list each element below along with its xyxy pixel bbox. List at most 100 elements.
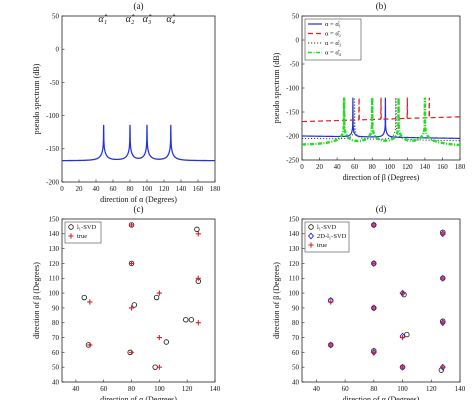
x-tick-label: 120 xyxy=(182,385,193,393)
marker-plus xyxy=(371,260,377,267)
marker-diamond xyxy=(370,304,377,312)
x-tick-label: 60 xyxy=(351,163,359,171)
x-tick-label: 40 xyxy=(334,163,342,171)
panel-title: (b) xyxy=(376,1,387,11)
marker-plus xyxy=(87,299,93,305)
y-tick-label: 130 xyxy=(289,245,300,253)
marker-circle xyxy=(183,317,189,323)
y-tick-label: 40 xyxy=(292,378,300,386)
y-axis-label: pseudo spectrum (dB) xyxy=(32,63,41,134)
y-tick-label: 140 xyxy=(289,230,300,238)
legend-label: 2D-l₁-SVD xyxy=(317,233,347,240)
y-tick-label: -150 xyxy=(286,108,299,116)
x-tick-label: 20 xyxy=(76,185,84,193)
x-axis-label: direction of α (Degrees) xyxy=(100,195,177,204)
legend-marker xyxy=(308,232,314,240)
y-tick-label: -100 xyxy=(46,112,59,120)
panel-b: (b) 0 20 40 60 80 100 120 140 160 180 50 0 -50 -100 -15… xyxy=(272,1,466,182)
y-tick-label: 60 xyxy=(52,349,60,357)
y-tick-label: 150 xyxy=(289,215,300,223)
series-line-2 xyxy=(302,97,460,123)
marker-plus xyxy=(399,334,406,341)
y-axis-label: direction of β (Degrees) xyxy=(272,262,281,339)
legend-label: α = α̂₁ xyxy=(325,21,341,28)
marker-diamond xyxy=(439,274,446,282)
legend: l₁-SVD 2D-l₁-SVD true xyxy=(304,221,350,253)
legend-label: true xyxy=(317,242,327,249)
x-tick-label: 60 xyxy=(100,385,108,393)
marker-circle xyxy=(194,226,200,233)
marker-diamond xyxy=(439,319,446,327)
y-tick-label: 50 xyxy=(292,364,300,372)
x-axis-label: direction of α (Degrees) xyxy=(343,395,420,400)
x-tick-label: 140 xyxy=(455,385,466,393)
y-tick-label: -250 xyxy=(286,156,299,164)
marker-plus xyxy=(128,305,135,311)
marker-circle xyxy=(188,317,195,323)
marker-plus xyxy=(87,342,93,348)
legend-label: α = α̂₃ xyxy=(325,40,341,47)
x-tick-label: 100 xyxy=(397,385,408,393)
peak-annotation: α̂₃ xyxy=(143,14,152,25)
x-axis-label: direction of α (Degrees) xyxy=(100,395,177,400)
marker-plus xyxy=(156,334,162,341)
y-tick-label: -100 xyxy=(286,84,299,92)
x-tick-label: 140 xyxy=(176,185,187,193)
series-line-4 xyxy=(302,97,460,147)
marker-circle xyxy=(81,294,87,301)
y-tick-label: 110 xyxy=(289,275,300,283)
x-tick-label: 100 xyxy=(385,163,396,171)
x-tick-label: 140 xyxy=(420,163,431,171)
x-tick-label: 60 xyxy=(342,385,350,393)
panel-a: (a) 0 20 40 60 80 100 120 140 160 180 50 0 -50 -100 -15… xyxy=(32,1,221,204)
marker-plus xyxy=(440,231,446,237)
x-tick-label: 40 xyxy=(72,385,80,393)
marker-plus xyxy=(128,260,135,267)
y-tick-label: 80 xyxy=(292,319,300,327)
y-tick-label: -50 xyxy=(290,60,300,68)
marker-plus xyxy=(195,231,201,237)
spectrum-line-alpha xyxy=(62,124,215,162)
y-tick-label: 120 xyxy=(289,260,300,268)
x-tick-label: 100 xyxy=(154,385,165,393)
marker-plus xyxy=(195,275,201,281)
y-tick-label: 0 xyxy=(56,46,60,54)
y-tick-label: -200 xyxy=(286,132,299,140)
plot-frame xyxy=(301,218,461,383)
marker-plus xyxy=(156,290,162,296)
y-tick-label: -150 xyxy=(46,145,59,153)
y-tick-label: 130 xyxy=(49,245,60,253)
x-tick-label: 100 xyxy=(142,185,153,193)
y-tick-label: 0 xyxy=(296,36,300,44)
x-tick-label: 20 xyxy=(316,163,324,171)
legend-box xyxy=(64,221,102,244)
marker-diamond xyxy=(399,289,406,297)
marker-diamond xyxy=(439,363,446,371)
legend-marker xyxy=(68,233,74,239)
plot-frame xyxy=(61,218,216,383)
y-tick-label: 80 xyxy=(52,319,60,327)
marker-plus xyxy=(328,299,334,305)
marker-plus xyxy=(371,349,377,355)
marker-diamond xyxy=(370,348,377,356)
y-axis-label: pseudo spectrum (dB) xyxy=(272,52,281,123)
marker-circle xyxy=(153,294,160,301)
legend-marker xyxy=(308,224,314,230)
marker-plus xyxy=(328,342,334,348)
marker-plus xyxy=(440,364,446,370)
y-tick-label: 90 xyxy=(292,304,300,312)
marker-plus xyxy=(128,349,135,355)
y-tick-label: 50 xyxy=(52,12,60,20)
x-tick-label: 60 xyxy=(110,185,118,193)
marker-circle xyxy=(404,331,410,338)
marker-plus xyxy=(195,320,201,326)
x-tick-label: 40 xyxy=(313,385,321,393)
panel-title: (c) xyxy=(134,204,144,214)
legend-marker xyxy=(308,242,314,248)
series-line-1 xyxy=(302,97,460,139)
panel-title: (d) xyxy=(376,204,387,214)
x-tick-label: 180 xyxy=(210,185,221,193)
markers-group xyxy=(81,222,202,370)
y-tick-label: 70 xyxy=(52,334,60,342)
peak-annotation: α̂₁ xyxy=(98,14,107,25)
